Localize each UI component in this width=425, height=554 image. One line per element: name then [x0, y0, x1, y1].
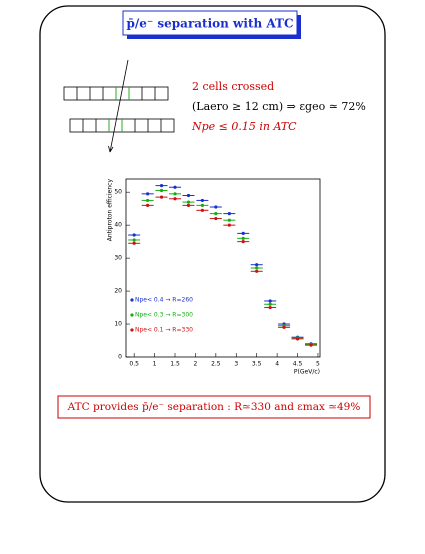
- cells-diagram: [63, 59, 175, 153]
- point: [173, 197, 177, 201]
- x-tick-label: 0.5: [129, 361, 139, 368]
- point: [309, 343, 313, 347]
- note: Npe ≤ 0.15 in ATC: [191, 120, 297, 133]
- legend-label: Npe< 0.4 → R=260: [135, 297, 193, 304]
- point: [214, 216, 218, 221]
- legend-label: Npe< 0.1 → R=330: [135, 327, 193, 334]
- note: 2 cells crossed: [192, 80, 274, 93]
- point: [268, 305, 272, 310]
- point: [146, 203, 150, 207]
- conclusion: ATC provides p̄/e⁻ separation : R≃330 an…: [67, 401, 361, 413]
- point: [227, 212, 231, 216]
- conclusion-box: [57, 395, 371, 419]
- point: [186, 203, 191, 207]
- y-tick-label: 50: [114, 189, 122, 196]
- point: [159, 183, 164, 188]
- x-tick-label: 2: [194, 361, 198, 368]
- point: [227, 223, 231, 227]
- point: [186, 200, 191, 204]
- y-axis-label: Antiproton efficiency: [107, 179, 114, 242]
- x-tick-label: 4: [275, 361, 279, 368]
- point: [255, 266, 259, 270]
- point: [241, 236, 245, 240]
- legend-marker: [130, 298, 134, 302]
- legend-marker: [130, 313, 134, 317]
- point: [241, 240, 245, 244]
- point: [159, 188, 164, 193]
- x-tick-label: 4.5: [293, 361, 303, 368]
- plot-frame: [125, 178, 321, 358]
- point: [132, 238, 136, 242]
- legend-label: Npe< 0.3 → R=300: [135, 312, 193, 319]
- point: [214, 212, 218, 216]
- x-tick-label: 1: [153, 361, 157, 368]
- point: [255, 269, 259, 273]
- x-axis-label: P(GeV/c): [294, 369, 320, 376]
- point: [159, 195, 164, 199]
- point: [200, 203, 204, 207]
- point: [132, 233, 136, 237]
- point: [295, 337, 300, 341]
- slide-frame: [39, 5, 386, 503]
- point: [282, 325, 286, 329]
- point: [214, 205, 218, 209]
- x-tick-label: 3.5: [252, 361, 262, 368]
- x-tick-label: 2.5: [211, 361, 221, 368]
- point: [200, 198, 204, 203]
- title: p̄/e⁻ separation with ATC: [126, 17, 293, 31]
- point: [227, 218, 231, 222]
- x-tick-label: 5: [316, 361, 320, 368]
- point: [186, 193, 191, 198]
- point: [146, 192, 150, 196]
- y-tick-label: 10: [114, 321, 122, 328]
- legend-marker: [130, 328, 134, 332]
- point: [173, 192, 177, 196]
- point: [268, 299, 272, 303]
- point: [255, 263, 259, 267]
- point: [173, 185, 177, 189]
- y-tick-label: 20: [114, 288, 122, 295]
- point: [132, 241, 136, 245]
- note: (Laero ≥ 12 cm) ⇒ εgeo ≃ 72%: [192, 100, 366, 113]
- title-box: [122, 10, 298, 36]
- y-tick-label: 0: [118, 354, 122, 361]
- x-tick-label: 1.5: [170, 361, 180, 368]
- x-tick-label: 3: [234, 361, 238, 368]
- y-tick-label: 30: [114, 255, 122, 262]
- point: [241, 231, 245, 235]
- y-tick-label: 40: [114, 222, 122, 229]
- point: [200, 208, 204, 212]
- point: [268, 302, 272, 306]
- point: [146, 198, 150, 203]
